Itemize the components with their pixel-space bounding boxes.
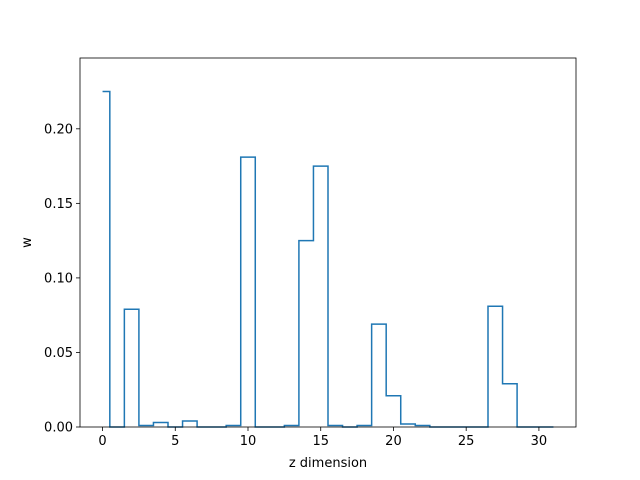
x-tick-label: 0 <box>98 434 106 449</box>
x-tick-label: 15 <box>312 434 329 449</box>
y-tick-label: 0.20 <box>44 122 73 137</box>
x-tick-label: 10 <box>240 434 257 449</box>
x-tick-label: 30 <box>531 434 548 449</box>
y-tick-label: 0.05 <box>44 346 73 361</box>
x-tick-label: 20 <box>385 434 402 449</box>
y-axis-label: w <box>20 237 35 248</box>
x-tick-label: 5 <box>171 434 179 449</box>
y-tick-label: 0.00 <box>44 421 73 436</box>
axes-frame <box>79 57 577 428</box>
x-tick-label: 25 <box>458 434 475 449</box>
y-tick-label: 0.15 <box>44 197 73 212</box>
x-axis-label: z dimension <box>289 456 367 471</box>
axis-ticks: 0 5 10 15 20 25 30 0.00 0.05 0.10 0.15 0.20 <box>44 122 547 449</box>
y-tick-label: 0.10 <box>44 271 73 286</box>
plot-area <box>79 57 577 428</box>
series-line <box>102 90 554 428</box>
